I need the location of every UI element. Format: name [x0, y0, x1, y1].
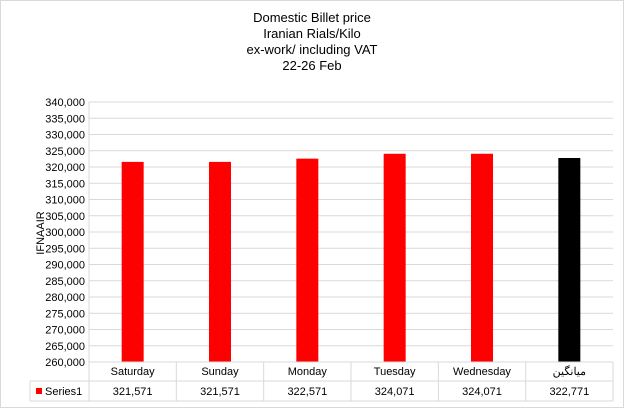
y-tick-label: 315,000 [45, 178, 85, 190]
x-category-label: Saturday [111, 366, 156, 378]
data-value-label: 322,571 [287, 386, 327, 398]
y-tick-label: 265,000 [45, 341, 85, 353]
y-tick-label: 290,000 [45, 260, 85, 272]
chart-title-line-2: Iranian Rials/Kilo [263, 26, 361, 41]
y-tick-label: 330,000 [45, 130, 85, 142]
chart-title-line-4: 22-26 Feb [282, 58, 342, 73]
data-value-label: 321,571 [200, 386, 240, 398]
y-tick-label: 320,000 [45, 162, 85, 174]
x-category-label: Tuesday [374, 366, 416, 378]
data-value-label: 324,071 [462, 386, 502, 398]
y-tick-label: 285,000 [45, 276, 85, 288]
y-axis-ticks: 260,000 265,000 270,000 275,000 280,000 285,0… [45, 97, 85, 369]
y-tick-label: 275,000 [45, 308, 85, 320]
bar [296, 158, 319, 362]
y-tick-label: 335,000 [45, 113, 85, 125]
x-category-label: میانگین [553, 365, 587, 378]
y-tick-label: 305,000 [45, 211, 85, 223]
x-category-label: Sunday [201, 366, 239, 378]
data-value-label: 322,771 [549, 386, 589, 398]
bar-average [558, 157, 581, 362]
data-table: Saturday 321,571 Sunday 321,571 Monday 322,57… [29, 361, 614, 402]
data-value-label: 324,071 [375, 386, 415, 398]
bars [121, 153, 581, 362]
chart-title-line-1: Domestic Billet price [253, 10, 371, 25]
bar [471, 153, 493, 362]
y-tick-label: 300,000 [45, 227, 85, 239]
gridlines [88, 101, 613, 362]
legend-series-name: Series1 [45, 386, 82, 398]
y-tick-label: 310,000 [45, 195, 85, 207]
bar [209, 161, 231, 362]
chart-title-line-3: ex-work/ including VAT [246, 42, 378, 57]
y-tick-label: 270,000 [45, 325, 85, 337]
bar [121, 161, 144, 362]
y-tick-label: 325,000 [45, 146, 85, 158]
data-value-label: 321,571 [113, 386, 153, 398]
x-category-label: Monday [288, 366, 328, 378]
y-tick-label: 340,000 [45, 97, 85, 109]
x-category-label: Wednesday [453, 366, 511, 378]
bar [383, 153, 406, 362]
y-tick-label: 280,000 [45, 292, 85, 304]
legend-swatch [36, 388, 42, 394]
y-axis-label: IFNAAIR [35, 211, 47, 254]
y-tick-label: 260,000 [45, 357, 85, 369]
y-tick-label: 295,000 [45, 243, 85, 255]
